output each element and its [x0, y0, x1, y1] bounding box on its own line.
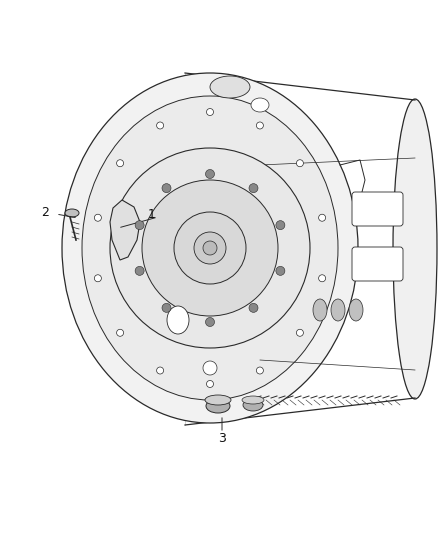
Ellipse shape [142, 180, 278, 316]
Ellipse shape [297, 329, 304, 336]
Ellipse shape [206, 399, 230, 413]
Ellipse shape [243, 399, 263, 411]
Ellipse shape [167, 306, 189, 334]
Text: 2: 2 [41, 206, 49, 219]
Ellipse shape [205, 318, 215, 327]
Ellipse shape [203, 361, 217, 375]
Ellipse shape [157, 367, 164, 374]
Ellipse shape [206, 381, 213, 387]
Ellipse shape [135, 266, 144, 276]
Ellipse shape [162, 303, 171, 312]
Ellipse shape [205, 169, 215, 179]
Ellipse shape [162, 184, 171, 192]
Ellipse shape [249, 303, 258, 312]
Ellipse shape [318, 274, 325, 282]
Ellipse shape [256, 367, 263, 374]
Ellipse shape [117, 329, 124, 336]
Ellipse shape [331, 299, 345, 321]
Ellipse shape [318, 214, 325, 221]
Ellipse shape [251, 98, 269, 112]
Polygon shape [110, 200, 140, 260]
Text: 3: 3 [218, 432, 226, 445]
Ellipse shape [82, 96, 338, 400]
Ellipse shape [210, 76, 250, 98]
Ellipse shape [297, 160, 304, 167]
Ellipse shape [206, 109, 213, 116]
Ellipse shape [62, 73, 358, 423]
Ellipse shape [242, 396, 264, 404]
Ellipse shape [393, 99, 437, 399]
Ellipse shape [157, 122, 164, 129]
Ellipse shape [256, 122, 263, 129]
Ellipse shape [135, 221, 144, 230]
Ellipse shape [349, 299, 363, 321]
Ellipse shape [205, 395, 231, 405]
Ellipse shape [313, 299, 327, 321]
Ellipse shape [117, 160, 124, 167]
Ellipse shape [65, 209, 79, 217]
FancyBboxPatch shape [352, 192, 403, 226]
Ellipse shape [276, 266, 285, 276]
Ellipse shape [249, 184, 258, 192]
Ellipse shape [203, 241, 217, 255]
Ellipse shape [94, 214, 101, 221]
Ellipse shape [276, 221, 285, 230]
Ellipse shape [194, 232, 226, 264]
Text: 1: 1 [148, 208, 156, 222]
FancyBboxPatch shape [352, 247, 403, 281]
Ellipse shape [94, 274, 101, 282]
Ellipse shape [174, 212, 246, 284]
Ellipse shape [110, 148, 310, 348]
